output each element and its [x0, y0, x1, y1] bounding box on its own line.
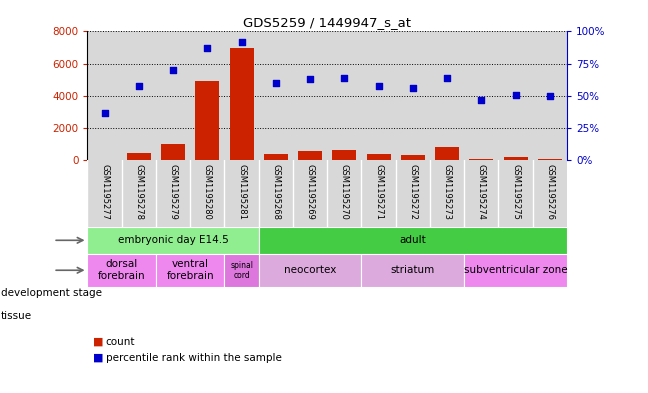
Bar: [264, 154, 288, 160]
Point: [133, 83, 144, 89]
Text: ■: ■: [93, 337, 103, 347]
Text: neocortex: neocortex: [284, 265, 336, 275]
Text: GSM1195280: GSM1195280: [203, 164, 212, 220]
Bar: [401, 155, 425, 160]
Text: embryonic day E14.5: embryonic day E14.5: [118, 235, 229, 245]
Text: GSM1195277: GSM1195277: [100, 164, 109, 220]
Bar: [229, 48, 253, 160]
Point: [339, 75, 349, 81]
Bar: [538, 159, 562, 160]
Bar: [259, 253, 362, 287]
Text: ventral
forebrain: ventral forebrain: [167, 259, 214, 281]
Point: [237, 39, 247, 45]
Bar: [127, 154, 151, 160]
Point: [476, 97, 487, 103]
Text: GSM1195275: GSM1195275: [511, 164, 520, 220]
Text: dorsal
forebrain: dorsal forebrain: [98, 259, 146, 281]
Point: [373, 83, 384, 89]
Text: percentile rank within the sample: percentile rank within the sample: [106, 353, 281, 363]
Bar: [332, 150, 356, 160]
Text: GSM1195273: GSM1195273: [443, 164, 452, 220]
Point: [511, 92, 521, 98]
Bar: [87, 253, 156, 287]
Bar: [435, 147, 459, 160]
Title: GDS5259 / 1449947_s_at: GDS5259 / 1449947_s_at: [243, 16, 411, 29]
Bar: [156, 253, 224, 287]
Text: GSM1195268: GSM1195268: [272, 164, 281, 220]
Text: GSM1195279: GSM1195279: [168, 164, 178, 220]
Text: adult: adult: [400, 235, 426, 245]
Text: GSM1195270: GSM1195270: [340, 164, 349, 220]
Bar: [464, 253, 567, 287]
Point: [202, 45, 213, 51]
Text: development stage: development stage: [1, 288, 102, 298]
Point: [168, 67, 178, 73]
Bar: [298, 151, 322, 160]
Text: ■: ■: [93, 353, 103, 363]
Text: count: count: [106, 337, 135, 347]
Point: [305, 76, 316, 82]
Bar: [362, 253, 464, 287]
Text: GSM1195272: GSM1195272: [408, 164, 417, 220]
Point: [442, 75, 452, 81]
Text: GSM1195281: GSM1195281: [237, 164, 246, 220]
Text: GSM1195276: GSM1195276: [546, 164, 555, 220]
Bar: [87, 227, 259, 253]
Point: [408, 85, 418, 91]
Bar: [367, 154, 391, 160]
Text: subventricular zone: subventricular zone: [464, 265, 568, 275]
Text: GSM1195274: GSM1195274: [477, 164, 486, 220]
Point: [545, 93, 555, 99]
Text: GSM1195269: GSM1195269: [306, 164, 315, 220]
Point: [99, 110, 110, 116]
Text: GSM1195271: GSM1195271: [374, 164, 383, 220]
Point: [271, 80, 281, 86]
Text: GSM1195278: GSM1195278: [134, 164, 143, 220]
Bar: [224, 253, 259, 287]
Bar: [469, 159, 493, 160]
Text: tissue: tissue: [1, 311, 32, 321]
Bar: [161, 144, 185, 160]
Bar: [259, 227, 567, 253]
Text: striatum: striatum: [391, 265, 435, 275]
Text: spinal
cord: spinal cord: [230, 261, 253, 280]
Bar: [195, 81, 219, 160]
Bar: [503, 157, 527, 160]
